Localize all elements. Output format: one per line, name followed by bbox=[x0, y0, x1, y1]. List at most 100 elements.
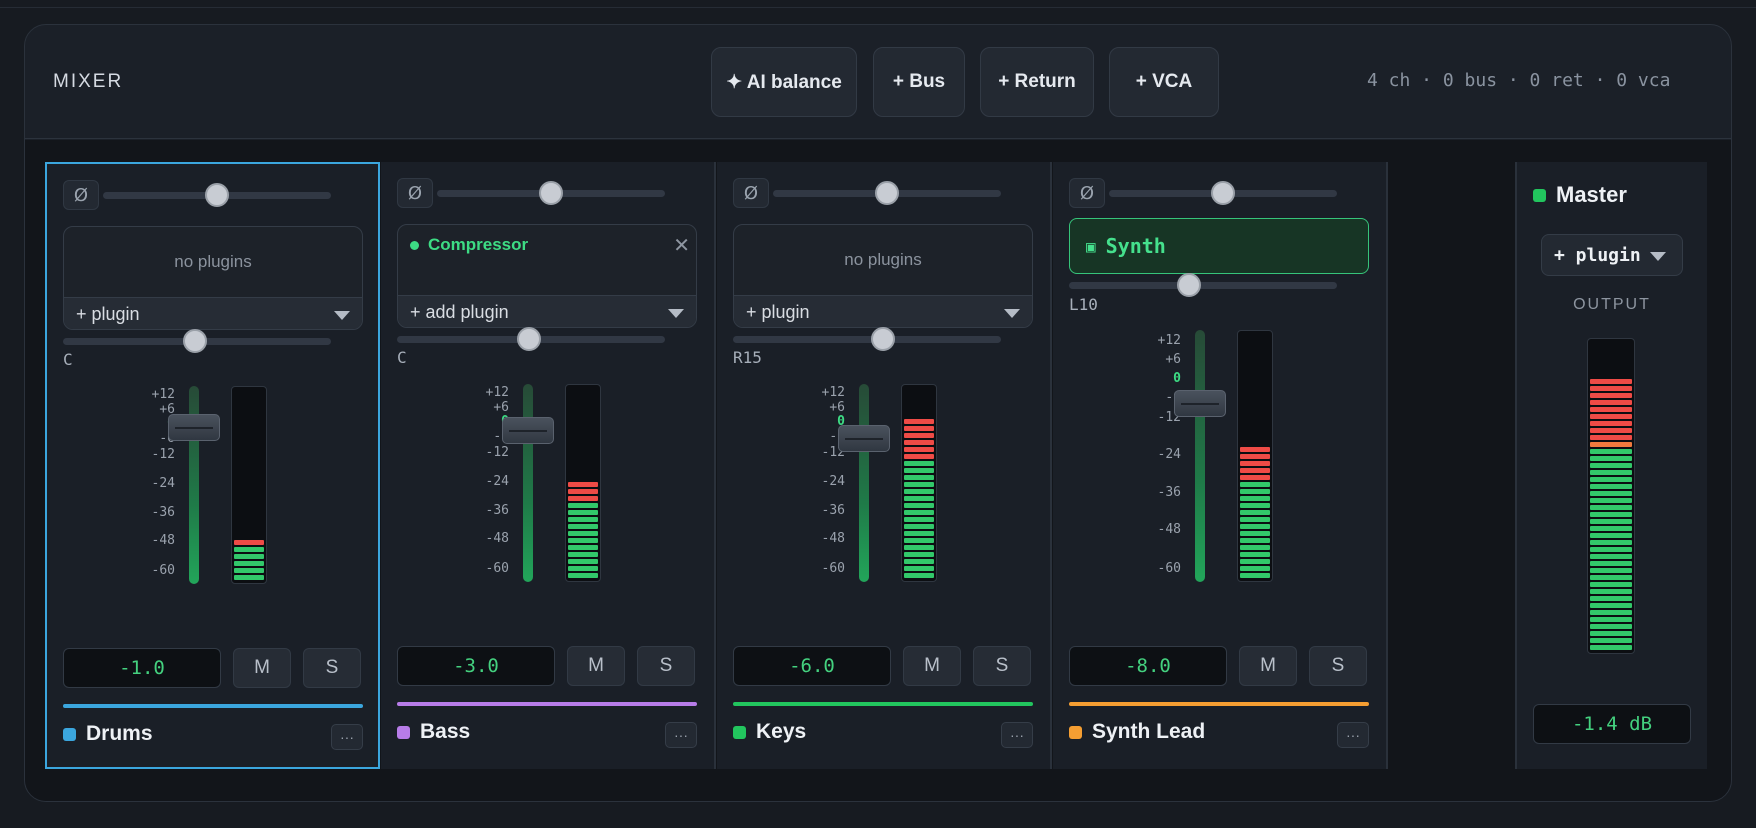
channel-strip-synth-lead[interactable]: Ø ▣ Synth L10 +12 +6 0 -6 -12 -24 -36 -4… bbox=[1053, 162, 1388, 769]
pan-slider[interactable] bbox=[1069, 282, 1337, 289]
pan-slider-knob[interactable] bbox=[1177, 273, 1201, 297]
plugin-select[interactable]: + add plugin bbox=[398, 295, 696, 327]
meter-segment bbox=[234, 561, 264, 566]
gain-readout[interactable]: -6.0 bbox=[733, 646, 891, 686]
no-plugins-text: no plugins bbox=[174, 252, 252, 271]
instrument-name: Synth bbox=[1105, 234, 1166, 258]
pan-slider-knob[interactable] bbox=[517, 327, 541, 351]
volume-fader[interactable] bbox=[189, 386, 199, 584]
meter-segment bbox=[1590, 526, 1632, 531]
master-gain-readout[interactable]: -1.4 dB bbox=[1533, 704, 1691, 744]
meter-segment bbox=[904, 489, 934, 494]
plugin-select-label: + plugin bbox=[746, 302, 810, 322]
phase-invert-button[interactable]: Ø bbox=[63, 180, 99, 210]
mute-button[interactable]: M bbox=[567, 646, 625, 686]
mute-button[interactable]: M bbox=[1239, 646, 1297, 686]
solo-button[interactable]: S bbox=[303, 648, 361, 688]
meter-segment bbox=[234, 568, 264, 573]
channel-strip-drums[interactable]: Ø no plugins + plugin C +12 +6 0 -6 -12 … bbox=[45, 162, 380, 769]
more-options-button[interactable]: ··· bbox=[1001, 722, 1033, 748]
trim-slider-knob[interactable] bbox=[205, 183, 229, 207]
channel-name[interactable]: Bass bbox=[397, 720, 470, 744]
master-strip[interactable]: Master + plugin OUTPUT -1.4 dB bbox=[1515, 162, 1707, 769]
gain-readout[interactable]: -1.0 bbox=[63, 648, 221, 688]
meter-segment bbox=[1240, 475, 1270, 480]
plugin-item-compressor[interactable]: Compressor bbox=[410, 235, 528, 255]
meter-segment bbox=[1590, 568, 1632, 573]
channel-color-bar bbox=[1069, 702, 1369, 706]
meter-segment bbox=[568, 538, 598, 543]
meter-segment bbox=[904, 419, 934, 424]
gain-readout[interactable]: -3.0 bbox=[397, 646, 555, 686]
volume-fader-cap[interactable] bbox=[838, 425, 890, 452]
page-title: MIXER bbox=[53, 71, 124, 92]
ai-balance-button[interactable]: ✦ AI balance bbox=[711, 47, 857, 117]
plugin-select[interactable]: + plugin bbox=[64, 297, 362, 329]
meter-segment bbox=[1590, 484, 1632, 489]
mixer-content: Ø no plugins + plugin C +12 +6 0 -6 -12 … bbox=[25, 140, 1731, 801]
add-bus-button[interactable]: + Bus bbox=[873, 47, 965, 117]
phase-invert-button[interactable]: Ø bbox=[1069, 178, 1105, 208]
more-options-button[interactable]: ··· bbox=[331, 724, 363, 750]
instrument-slot[interactable]: ▣ Synth bbox=[1069, 218, 1369, 274]
mute-button[interactable]: M bbox=[233, 648, 291, 688]
scale-label: -60 bbox=[821, 561, 845, 576]
volume-fader[interactable] bbox=[523, 384, 533, 582]
mute-button[interactable]: M bbox=[903, 646, 961, 686]
solo-button[interactable]: S bbox=[637, 646, 695, 686]
plugin-select[interactable]: + plugin bbox=[734, 295, 1032, 327]
meter-segment bbox=[1590, 491, 1632, 496]
meter-segment bbox=[904, 517, 934, 522]
pan-label: L10 bbox=[1069, 295, 1098, 314]
trim-slider-knob[interactable] bbox=[1211, 181, 1235, 205]
channel-name[interactable]: Synth Lead bbox=[1069, 720, 1205, 744]
close-icon[interactable]: ✕ bbox=[673, 235, 690, 257]
channel-name[interactable]: Drums bbox=[63, 722, 153, 746]
trim-slider-knob[interactable] bbox=[875, 181, 899, 205]
phase-invert-button[interactable]: Ø bbox=[397, 178, 433, 208]
pan-slider-knob[interactable] bbox=[183, 329, 207, 353]
add-vca-button[interactable]: + VCA bbox=[1109, 47, 1219, 117]
master-plugin-select[interactable]: + plugin bbox=[1541, 234, 1683, 276]
gain-readout[interactable]: -8.0 bbox=[1069, 646, 1227, 686]
solo-button[interactable]: S bbox=[1309, 646, 1367, 686]
meter-segment bbox=[904, 440, 934, 445]
scale-label: -48 bbox=[151, 533, 175, 548]
meter-segment bbox=[1590, 519, 1632, 524]
meter-segment bbox=[234, 554, 264, 559]
meter-segment bbox=[904, 482, 934, 487]
meter-segment bbox=[568, 573, 598, 578]
channel-name-label: Keys bbox=[756, 720, 807, 743]
meter-segment bbox=[904, 573, 934, 578]
plugin-name: Compressor bbox=[428, 235, 529, 254]
meter-segment bbox=[1590, 470, 1632, 475]
more-options-button[interactable]: ··· bbox=[1337, 722, 1369, 748]
trim-slider-knob[interactable] bbox=[539, 181, 563, 205]
meter-segment bbox=[1590, 624, 1632, 629]
scale-label: -12 bbox=[151, 447, 175, 462]
volume-fader[interactable] bbox=[1195, 330, 1205, 582]
scale-label: -24 bbox=[485, 474, 509, 489]
chevron-down-icon bbox=[1004, 309, 1020, 318]
meter-segment bbox=[1240, 510, 1270, 515]
solo-button[interactable]: S bbox=[973, 646, 1031, 686]
pan-slider-knob[interactable] bbox=[871, 327, 895, 351]
master-plugin-label: + plugin bbox=[1554, 244, 1641, 266]
add-return-button[interactable]: + Return bbox=[980, 47, 1094, 117]
more-options-button[interactable]: ··· bbox=[665, 722, 697, 748]
plugin-select-label: + plugin bbox=[76, 304, 140, 324]
channel-name-label: Bass bbox=[420, 720, 471, 743]
channel-color-swatch bbox=[1069, 725, 1082, 739]
channel-name[interactable]: Keys bbox=[733, 720, 806, 744]
volume-fader-cap[interactable] bbox=[502, 417, 554, 444]
scale-label: -36 bbox=[1157, 485, 1181, 500]
volume-fader-cap[interactable] bbox=[168, 414, 220, 441]
channel-color-swatch bbox=[733, 725, 746, 739]
meter-segment bbox=[1590, 512, 1632, 517]
pan-slider[interactable] bbox=[733, 336, 1001, 343]
channel-strip-keys[interactable]: Ø no plugins + plugin R15 +12 +6 0 -6 -1… bbox=[717, 162, 1052, 769]
volume-fader[interactable] bbox=[859, 384, 869, 582]
volume-fader-cap[interactable] bbox=[1174, 390, 1226, 417]
channel-strip-bass[interactable]: Ø Compressor ✕ + add plugin C +12 +6 bbox=[381, 162, 716, 769]
phase-invert-button[interactable]: Ø bbox=[733, 178, 769, 208]
